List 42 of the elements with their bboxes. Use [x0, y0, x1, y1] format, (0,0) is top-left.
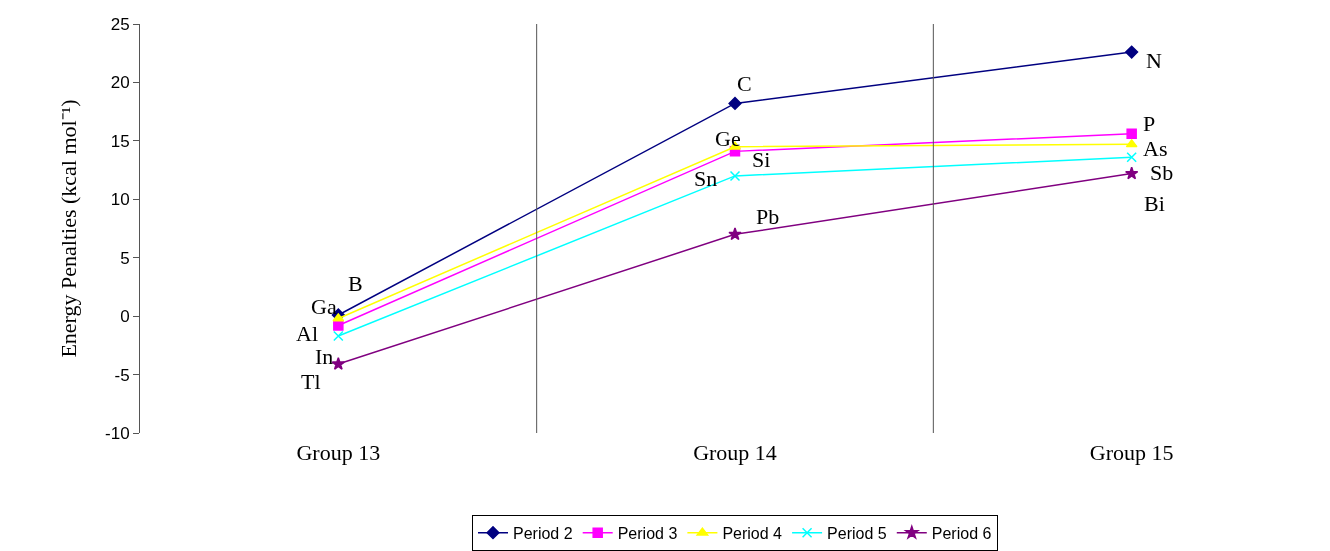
- legend-label: Period 5: [827, 524, 887, 542]
- annotation: Al: [296, 321, 318, 346]
- annotation: In: [315, 344, 334, 369]
- annotation: Si: [752, 147, 771, 172]
- point: [331, 357, 346, 370]
- annotation: Bi: [1144, 191, 1165, 216]
- y-tick-label: -5: [114, 365, 130, 385]
- annotation: C: [737, 71, 752, 96]
- point: [1125, 45, 1139, 59]
- annotation: Sn: [694, 166, 718, 191]
- point: [333, 320, 344, 331]
- x-tick-label: Group 15: [1089, 440, 1174, 465]
- y-tick-label: 15: [110, 131, 130, 151]
- point: [729, 170, 741, 182]
- point: [728, 227, 742, 241]
- annotation: Pb: [756, 204, 780, 229]
- x-tick-label: Group 14: [693, 440, 777, 465]
- annotation: Sb: [1150, 160, 1174, 185]
- point: [1126, 128, 1137, 140]
- annotation: B: [348, 271, 363, 296]
- y-tick-label: -10: [105, 423, 130, 443]
- annotation: Tl: [301, 369, 321, 394]
- x-tick-label: Group 13: [296, 440, 381, 465]
- y-tick-label: 0: [120, 307, 130, 327]
- point: [1126, 151, 1137, 163]
- legend-label: Period 4: [722, 524, 783, 542]
- point: [333, 330, 344, 342]
- y-tick-label: 10: [110, 190, 130, 210]
- y-tick-label: 5: [120, 248, 130, 268]
- legend-label: Period 3: [617, 524, 678, 542]
- y-axis-title: Energy Penalties (kcal mol⁻¹): [55, 99, 81, 358]
- annotation: Ge: [715, 126, 741, 151]
- annotation: P: [1143, 111, 1156, 136]
- y-tick-label: 20: [110, 73, 130, 93]
- annotation: Ga: [311, 294, 337, 319]
- y-tick-label: 25: [110, 14, 130, 34]
- legend-label: Period 6: [931, 524, 992, 542]
- point: [728, 96, 742, 111]
- point: [1124, 166, 1139, 180]
- annotation: As: [1143, 136, 1168, 161]
- annotation: N: [1146, 48, 1162, 73]
- legend-label: Period 2: [513, 524, 573, 542]
